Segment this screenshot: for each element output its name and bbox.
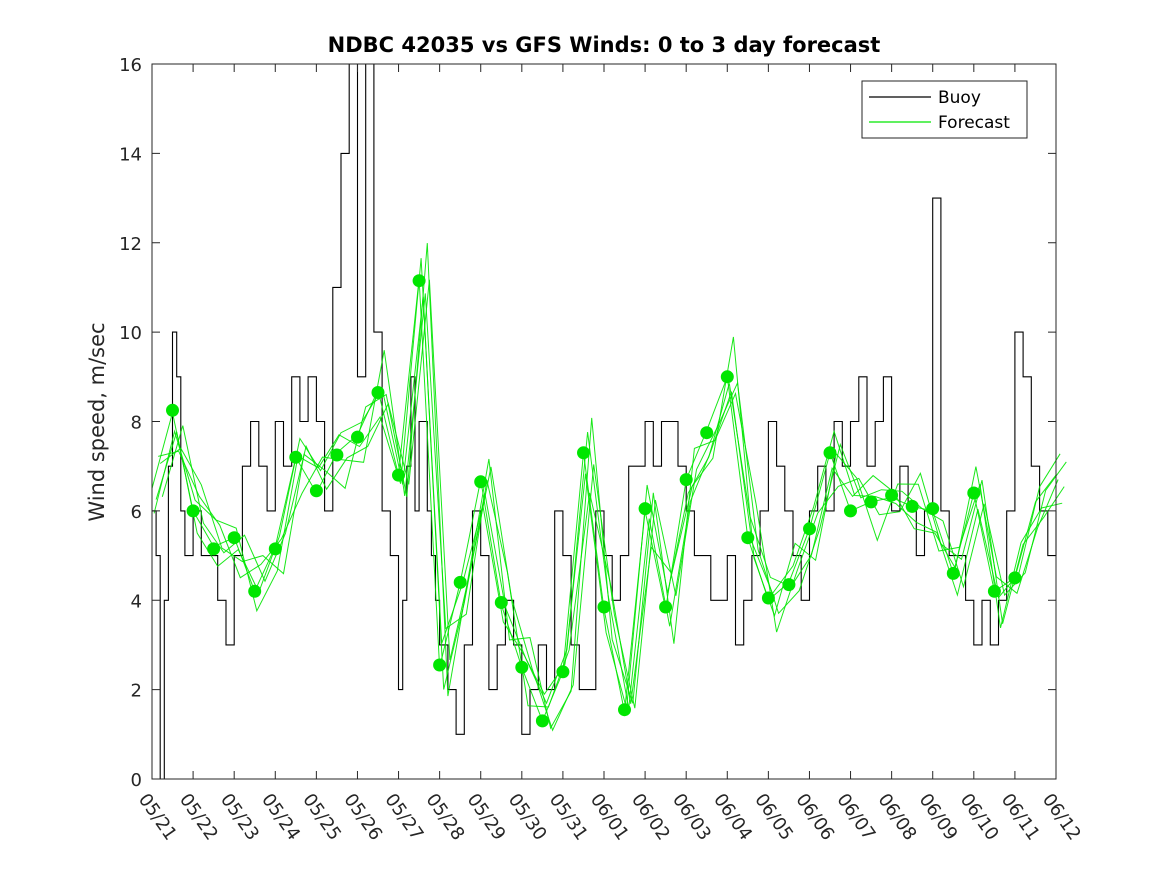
analysis-point [967,486,981,500]
analysis-point [166,403,179,417]
analysis-point [885,488,899,502]
analysis-point [433,658,447,672]
y-tick-label: 4 [131,591,142,612]
analysis-point [207,542,221,556]
y-tick-label: 10 [119,323,142,344]
buoy-series [152,63,1057,780]
y-tick-label: 16 [119,55,142,76]
y-tick-label: 12 [119,234,142,255]
forecast-line [153,258,1059,709]
analysis-point [474,475,488,489]
legend: Buoy Forecast [861,80,1028,139]
analysis-point [268,542,282,556]
analysis-point [659,600,673,614]
y-axis: 0 2 4 6 8 10 12 14 16 [119,55,1056,791]
y-tick-label: 14 [119,144,142,165]
analysis-point [905,499,919,513]
analysis-point [392,468,405,482]
analysis-point [679,473,693,487]
legend-box [861,80,1028,139]
analysis-point [515,660,529,674]
analysis-point [987,584,1001,598]
analysis-point [248,584,262,598]
chart-title: NDBC 42035 vs GFS Winds: 0 to 3 day fore… [328,33,881,57]
analysis-point [412,274,426,288]
analysis-point [453,575,467,589]
analysis-point [926,502,940,516]
analysis-point [700,426,714,440]
analysis-point [309,484,323,498]
y-tick-label: 0 [131,770,142,791]
analysis-point [597,600,611,614]
legend-label-buoy: Buoy [938,88,981,108]
analysis-point [618,703,631,717]
y-tick-label: 2 [131,681,142,702]
analysis-point [864,495,878,509]
analysis-point [289,450,303,464]
buoy-line [152,63,1057,780]
analysis-point [186,504,200,518]
analysis-point [720,370,734,384]
analysis-point [946,566,960,580]
analysis-point [803,522,816,536]
analysis-point [351,430,364,444]
analysis-point [823,446,837,460]
analysis-point [494,596,508,609]
analysis-point [761,591,775,605]
y-tick-label: 6 [131,502,142,523]
analysis-point [1008,571,1022,585]
analysis-point [330,448,344,462]
analysis-point [844,504,857,518]
plot-area [151,63,1057,780]
analysis-point [227,531,241,545]
analysis-point [371,386,385,399]
analysis-dots [166,274,1022,728]
forecast-line [159,243,1065,730]
legend-label-forecast: Forecast [938,113,1010,133]
analysis-point [782,578,796,592]
y-axis-label: Wind speed, m/sec [85,322,109,521]
analysis-point [535,714,549,728]
analysis-point [577,446,590,460]
analysis-point [741,531,755,545]
y-tick-label: 8 [131,413,142,434]
analysis-point [638,502,652,516]
analysis-point [556,665,570,679]
